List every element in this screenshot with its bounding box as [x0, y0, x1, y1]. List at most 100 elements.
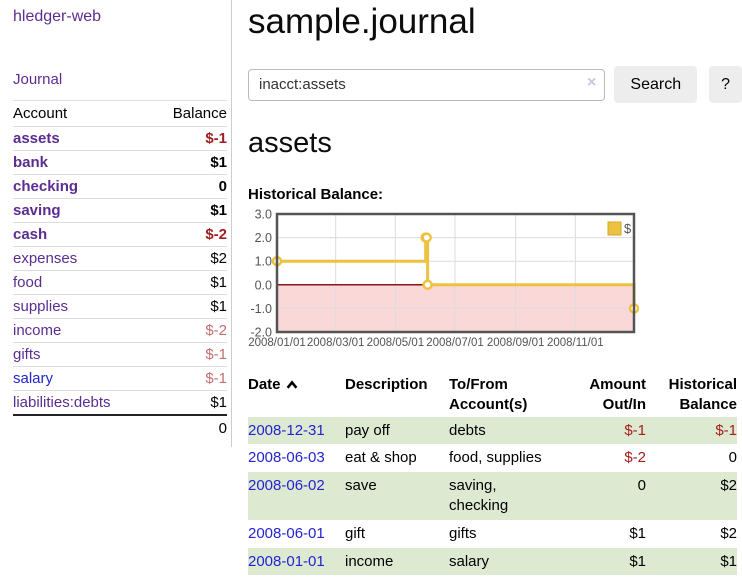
register-balance-cell: $2 [720, 477, 737, 495]
register-date-link[interactable]: 2008-06-03 [248, 449, 325, 467]
register-row: 2008-01-01 income salary $1 $1 [248, 547, 737, 576]
register-tofrom-cell: food, supplies [449, 449, 542, 467]
balance-column-header: Historical Balance [668, 376, 737, 413]
historical-balance-chart: $3.0 2.0 1.0 0.0 -1.0 -2.0 2008/01/01 2008/03/0… [248, 208, 742, 353]
register-amount-cell: $-1 [624, 421, 646, 439]
register-row: 2008-06-01 gift gifts $1 $2 [248, 520, 737, 548]
accounts-table: Account Balance assets $-1 bank $1 checking 0… [13, 100, 227, 441]
app-title-link[interactable]: hledger-web [13, 8, 102, 25]
register-description-cell: pay off [345, 421, 390, 439]
sidebar-account-link[interactable]: bank [13, 154, 49, 171]
account-column-header: Account [13, 100, 151, 127]
register-description-cell: save [345, 477, 377, 495]
sidebar-account-link[interactable]: food [13, 274, 43, 291]
register-date-cell: 2008-01-01 [248, 548, 345, 576]
svg-text:1.0: 1.0 [255, 255, 272, 269]
sidebar-account-link[interactable]: liabilities:debts [13, 394, 111, 411]
register-tofrom-cell: salary [449, 552, 490, 570]
sidebar-account-link[interactable]: salary [13, 370, 54, 387]
register-date-link[interactable]: 2008-06-01 [248, 524, 325, 542]
sidebar-account-link[interactable]: saving [13, 202, 61, 219]
svg-text:2008/07/01: 2008/07/01 [426, 337, 484, 349]
svg-text:-2.0: -2.0 [250, 326, 272, 340]
tofrom-column-header: To/From Account(s) [449, 376, 528, 413]
balance-column-header: Balance [150, 100, 227, 127]
register-row: 2008-12-31 pay off debts $-1 $-1 [248, 416, 737, 445]
account-row: saving $1 [13, 198, 227, 223]
account-balance: $-1 [150, 126, 227, 151]
svg-text:2.0: 2.0 [255, 231, 272, 245]
svg-text:0.0: 0.0 [255, 278, 272, 292]
page-title: sample.journal [248, 2, 476, 41]
register-amount-cell: $1 [629, 552, 646, 570]
account-row: cash $-2 [13, 222, 227, 247]
register-date-link[interactable]: 2008-06-02 [248, 477, 325, 495]
account-balance: $1 [150, 198, 227, 223]
description-column-header: Description [345, 376, 428, 393]
register-date-link[interactable]: 2008-01-01 [248, 552, 325, 570]
register-amount-cell: $-2 [624, 449, 646, 467]
register-description-cell: income [345, 552, 394, 570]
sidebar-account-link[interactable]: expenses [13, 250, 78, 267]
register-table: Date Description To/From Account(s) Amou… [248, 373, 737, 576]
sidebar-account-link[interactable]: income [13, 322, 62, 339]
svg-text:3.0: 3.0 [255, 208, 272, 222]
register-balance-cell: 0 [728, 449, 737, 467]
register-balance-cell: $2 [720, 524, 737, 542]
register-date-cell: 2008-06-01 [248, 520, 345, 548]
accounts-total-value: 0 [150, 414, 227, 441]
register-date-link[interactable]: 2008-12-31 [248, 421, 325, 439]
sidebar-account-link[interactable]: supplies [13, 298, 69, 315]
sort-ascending-icon [286, 380, 297, 389]
amount-column-header: Amount Out/In [589, 376, 646, 413]
account-balance: $1 [150, 294, 227, 319]
search-input[interactable] [248, 68, 606, 101]
clear-search-icon[interactable]: × [587, 73, 597, 91]
register-tofrom-cell: gifts [449, 524, 477, 542]
search-button[interactable]: Search [614, 66, 698, 103]
register-header-row: Date Description To/From Account(s) Amou… [248, 373, 737, 417]
register-balance-cell: $-1 [715, 421, 737, 439]
account-row: salary $-1 [13, 366, 227, 391]
help-button[interactable]: ? [709, 66, 742, 103]
register-description-cell: gift [345, 524, 366, 542]
account-row: gifts $-1 [13, 342, 227, 367]
sidebar-account-link[interactable]: gifts [13, 346, 41, 363]
sidebar-account-link[interactable]: cash [13, 226, 48, 243]
account-row: expenses $2 [13, 246, 227, 271]
accounts-total-row: 0 [13, 414, 227, 441]
register-description-cell: eat & shop [345, 449, 417, 467]
account-balance: $-1 [150, 366, 227, 391]
account-row: liabilities:debts $1 [13, 390, 227, 416]
register-date-cell: 2008-06-02 [248, 472, 345, 520]
register-balance-cell: $1 [720, 552, 737, 570]
date-column-header[interactable]: Date [248, 373, 345, 417]
sidebar-account-link[interactable]: checking [13, 178, 79, 195]
register-row: 2008-06-02 save saving, checking 0 $2 [248, 472, 737, 520]
sidebar-account-link[interactable]: assets [13, 130, 60, 147]
register-amount-cell: 0 [637, 477, 646, 495]
register-row: 2008-06-03 eat & shop food, supplies $-2 0 [248, 444, 737, 472]
svg-text:2008/05/01: 2008/05/01 [367, 337, 425, 349]
account-balance: $-2 [150, 318, 227, 343]
sidebar-item-journal[interactable]: Journal [13, 71, 63, 88]
account-row: food $1 [13, 270, 227, 295]
account-row: checking 0 [13, 174, 227, 199]
legend-label: $ [624, 221, 632, 236]
register-date-cell: 2008-06-03 [248, 444, 345, 472]
main-content: sample.journal × Search ? assets Histori… [248, 0, 742, 576]
svg-text:2008/03/01: 2008/03/01 [307, 337, 365, 349]
account-balance: $-2 [150, 222, 227, 247]
register-date-cell: 2008-12-31 [248, 417, 345, 445]
account-heading: assets [248, 127, 332, 159]
register-tofrom-cell: debts [449, 421, 486, 439]
account-balance: $1 [150, 390, 227, 416]
account-balance: $1 [150, 270, 227, 295]
svg-text:2008/11/01: 2008/11/01 [547, 337, 604, 349]
sidebar: hledger-web Journal Account Balance asse… [0, 0, 232, 447]
account-balance: 0 [150, 174, 227, 199]
search-form: × Search ? [248, 66, 742, 103]
chart-title: Historical Balance: [248, 186, 384, 203]
svg-text:-1.0: -1.0 [250, 302, 272, 316]
